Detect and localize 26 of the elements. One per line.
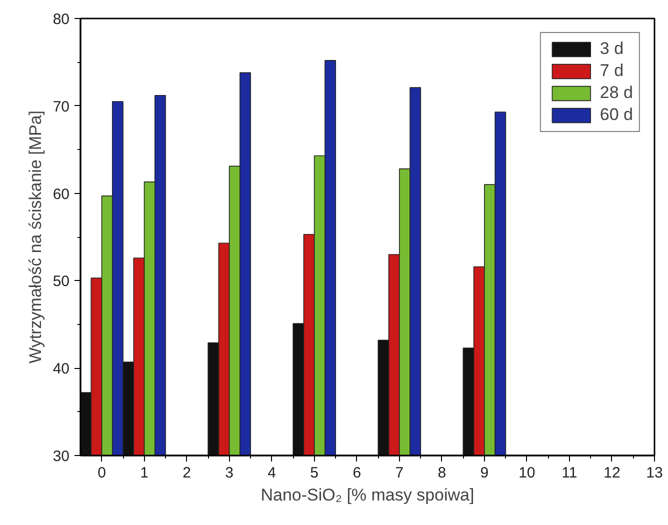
x-tick-label: 2 [182, 464, 191, 482]
x-tick-label: 3 [225, 464, 234, 482]
x-tick-label: 6 [352, 464, 362, 482]
legend-label: 28 d [600, 83, 633, 103]
y-tick-label: 80 [52, 11, 70, 28]
y-tick-label: 70 [52, 98, 70, 116]
x-tick-label: 5 [310, 464, 319, 482]
x-axis-title: Nano-SiO₂ [% masy spoiwa] [260, 486, 474, 504]
x-tick-label: 10 [518, 464, 536, 482]
x-tick-label: 1 [140, 464, 148, 482]
y-tick-label: 40 [52, 360, 70, 378]
legend-label: 3 d [600, 39, 624, 59]
x-tick-label: 0 [98, 464, 106, 482]
x-tick-label: 4 [268, 464, 276, 482]
x-tick-label: 9 [480, 464, 489, 482]
y-tick-label: 30 [52, 448, 70, 465]
x-tick-label: 8 [438, 464, 446, 482]
y-tick-label: 50 [52, 273, 70, 290]
legend-label: 7 d [600, 61, 624, 81]
x-tick-label: 13 [646, 464, 663, 482]
legend-label: 60 d [600, 105, 633, 125]
x-tick-label: 11 [562, 464, 578, 482]
y-tick-label: 60 [52, 186, 70, 203]
y-axis-title: Wytrzymałość na ściskanie [MPa] [26, 110, 45, 364]
x-tick-label: 7 [395, 464, 404, 482]
x-tick-label: 12 [604, 464, 620, 482]
